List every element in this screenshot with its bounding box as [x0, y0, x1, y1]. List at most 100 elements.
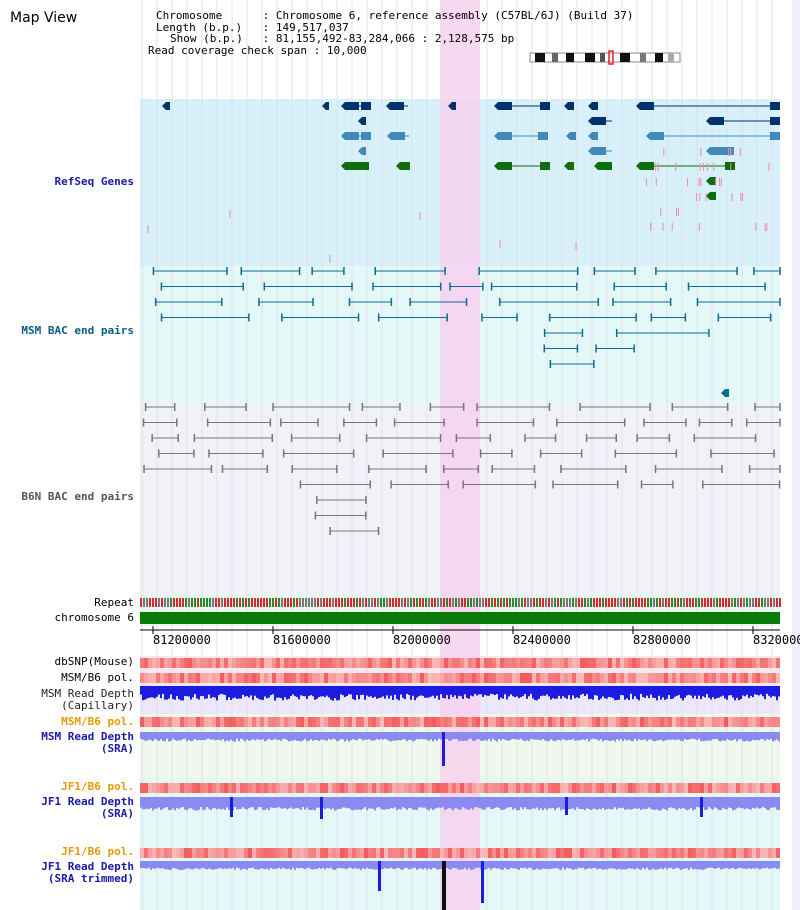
read-depth-bar	[590, 686, 592, 699]
snp-density-cell	[460, 658, 464, 668]
read-depth-bar	[612, 861, 614, 869]
read-depth-bar	[180, 797, 182, 808]
read-depth-bar	[726, 686, 728, 700]
snp-density-cell	[224, 717, 228, 727]
snp-density-cell	[608, 717, 612, 727]
read-depth-bar	[732, 797, 734, 811]
track-label-jf1-depth[interactable]: JF1 Read Depth (SRA)	[41, 796, 134, 820]
track-label-msm-b6-pol-2[interactable]: MSM/B6 pol.	[61, 715, 134, 728]
track-label-jf1-b6-pol-2[interactable]: JF1/B6 pol.	[61, 845, 134, 858]
snp-density-cell	[464, 848, 468, 858]
read-depth-bar	[148, 686, 150, 698]
read-depth-bar	[502, 732, 504, 739]
read-depth-bar	[656, 686, 658, 701]
read-depth-bar	[336, 686, 338, 701]
read-depth-bar	[492, 732, 494, 739]
track-label-msm-b6-pol[interactable]: MSM/B6 pol.	[61, 671, 134, 684]
gene-strand-arrow	[448, 102, 452, 110]
read-depth-bar	[326, 797, 328, 809]
snp-density-cell	[224, 848, 228, 858]
snp-density-cell	[308, 717, 312, 727]
snp-density-cell	[620, 658, 624, 668]
repeat-mark	[722, 598, 724, 607]
snp-density-cell	[604, 658, 608, 668]
snp-density-cell	[416, 673, 420, 683]
track-label-msm-depth-sra[interactable]: MSM Read Depth (SRA)	[41, 731, 134, 755]
read-depth-bar	[778, 686, 780, 697]
snp-density-cell	[544, 673, 548, 683]
repeat-mark	[638, 598, 640, 607]
read-depth-bar	[388, 797, 390, 810]
snp-density-cell	[760, 717, 764, 727]
read-depth-bar	[540, 861, 542, 870]
read-depth-bar	[286, 797, 288, 810]
read-depth-bar	[626, 732, 628, 741]
read-depth-bar	[360, 861, 362, 870]
read-depth-bar	[206, 732, 208, 739]
track-label-jf1-trimmed[interactable]: JF1 Read Depth (SRA trimmed)	[41, 861, 134, 885]
snp-density-cell	[660, 717, 664, 727]
snp-density-cell	[188, 673, 192, 683]
read-depth-bar	[586, 797, 588, 809]
read-depth-bar	[316, 797, 318, 808]
read-depth-bar	[542, 797, 544, 811]
repeat-mark	[398, 598, 400, 607]
read-depth-bar	[484, 861, 486, 870]
snp-density-cell	[692, 673, 696, 683]
read-depth-bar	[420, 861, 422, 869]
snp-density-cell	[268, 783, 272, 793]
repeat-mark	[179, 598, 181, 607]
read-depth-bar	[568, 732, 570, 740]
snp-density-cell	[504, 717, 508, 727]
snp-density-cell	[344, 848, 348, 858]
read-depth-bar	[212, 797, 214, 809]
read-depth-bar	[214, 861, 216, 870]
snp-density-cell	[764, 848, 768, 858]
track-label-jf1-b6-pol[interactable]: JF1/B6 pol.	[61, 780, 134, 793]
read-depth-bar	[358, 797, 360, 810]
read-depth-bar	[334, 686, 336, 699]
snp-density-cell	[216, 717, 220, 727]
read-depth-bar	[544, 732, 546, 741]
snp-density-cell	[416, 848, 420, 858]
axis-tick-label: 81200000	[153, 633, 211, 647]
read-depth-bar	[422, 861, 424, 870]
read-depth-bar	[622, 686, 624, 696]
read-depth-bar	[406, 861, 408, 868]
read-depth-bar	[174, 732, 176, 740]
snp-density-cell	[684, 673, 688, 683]
snp-density-cell	[244, 717, 248, 727]
read-depth-bar	[502, 686, 504, 699]
snp-density-cell	[692, 783, 696, 793]
track-label-repeat[interactable]: Repeat	[94, 596, 134, 609]
read-depth-bar	[620, 686, 622, 695]
read-depth-spike	[700, 797, 703, 817]
snp-density-cell	[504, 848, 508, 858]
track-label-msm-depth-cap[interactable]: MSM Read Depth (Capillary)	[41, 688, 134, 712]
snp-density-cell	[252, 673, 256, 683]
read-depth-bar	[494, 797, 496, 808]
repeat-mark	[719, 598, 721, 607]
snp-density-cell	[256, 783, 260, 793]
track-label-refseq[interactable]: RefSeq Genes	[54, 175, 134, 188]
repeat-mark	[383, 598, 385, 607]
read-depth-bar	[306, 732, 308, 742]
read-depth-bar	[546, 686, 548, 695]
read-depth-bar	[440, 686, 442, 695]
read-depth-bar	[402, 732, 404, 740]
track-label-msm-bac[interactable]: MSM BAC end pairs	[21, 324, 134, 337]
track-label-chromosome[interactable]: chromosome 6	[54, 611, 134, 624]
read-depth-bar	[418, 686, 420, 697]
track-label-dbsnp[interactable]: dbSNP(Mouse)	[54, 655, 134, 668]
read-depth-bar	[556, 732, 558, 741]
read-depth-bar	[510, 797, 512, 808]
read-depth-bar	[494, 686, 496, 696]
snp-density-cell	[356, 848, 360, 858]
track-label-b6n-bac[interactable]: B6N BAC end pairs	[21, 490, 134, 503]
snp-density-cell	[232, 783, 236, 793]
read-depth-bar	[552, 686, 554, 699]
read-depth-bar	[288, 861, 290, 869]
read-depth-bar	[686, 861, 688, 869]
snp-density-cell	[548, 717, 552, 727]
